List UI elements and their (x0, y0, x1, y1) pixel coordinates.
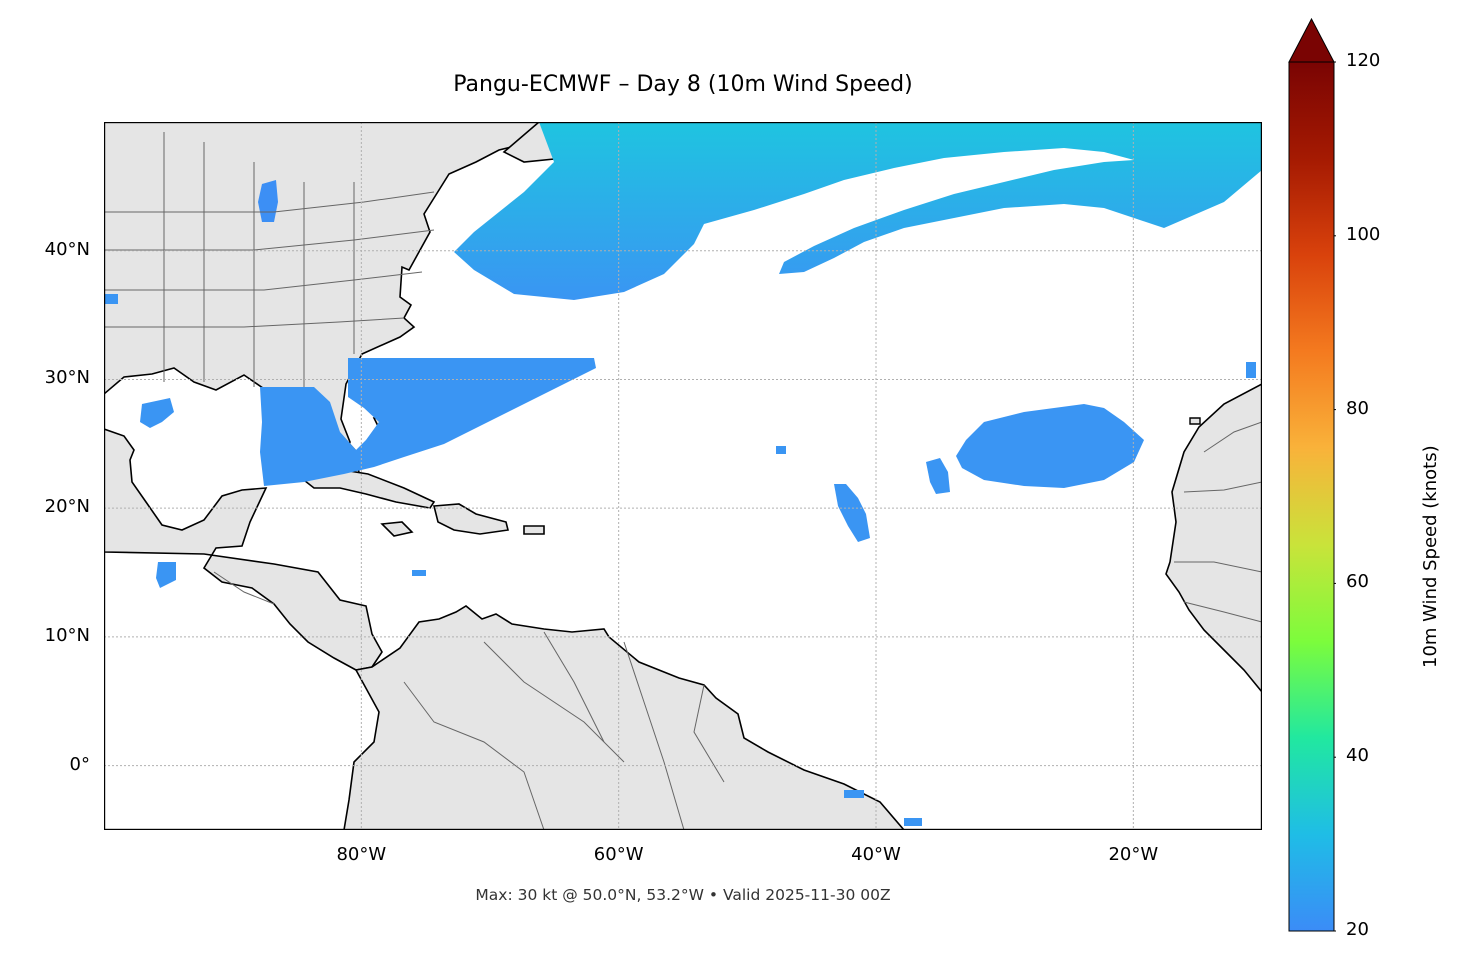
colorbar-tick-label: 60 (1346, 571, 1369, 593)
wind-region-florida-gulf (260, 358, 596, 486)
wind-region-small-3 (1246, 362, 1256, 378)
political-borders (104, 132, 1262, 830)
wind-region-small-4 (412, 570, 426, 576)
wind-region-gulf-west (140, 398, 174, 428)
colorbar-tick-label: 120 (1346, 50, 1381, 71)
wind-region-central-atlantic-a (926, 458, 950, 494)
y-tick-label: 40°N (44, 238, 90, 260)
colorbar-tick-label: 100 (1346, 223, 1381, 245)
colorbar-axis-label: 10m Wind Speed (knots) (1420, 445, 1441, 668)
x-tick-label: 40°W (851, 844, 901, 865)
colorbar-extend-arrow (1288, 17, 1335, 63)
y-tick-label: 30°N (44, 367, 90, 389)
wind-region-small-5 (844, 790, 864, 798)
colorbar-tick-label: 80 (1346, 397, 1369, 419)
map-plot (104, 122, 1262, 830)
y-tick-label: 20°N (44, 496, 90, 518)
x-tick-label: 20°W (1108, 844, 1159, 865)
wind-region-northwest-atlantic (454, 122, 1262, 300)
y-tick-label: 0° (69, 753, 90, 775)
colorbar-tick-label: 20 (1346, 919, 1369, 940)
land-south-america (343, 605, 906, 830)
wind-region-small-1 (776, 446, 786, 454)
colorbar (1288, 17, 1336, 932)
colorbar-gradient (1288, 61, 1335, 932)
y-tick-label: 10°N (44, 624, 90, 646)
land-canary (1189, 417, 1201, 425)
gridlines (104, 122, 1262, 830)
map-title: Pangu-ECMWF – Day 8 (10m Wind Speed) (453, 72, 913, 97)
x-tick-label: 60°W (593, 844, 644, 865)
land-jamaica (380, 521, 414, 537)
colorbar-tick-label: 40 (1346, 745, 1369, 767)
land-puerto-rico (523, 525, 545, 535)
map-frame (104, 122, 1262, 830)
wind-region-azores-south (956, 404, 1144, 488)
wind-speed-field (104, 122, 1262, 826)
wind-region-gulf-of-tehuantepec (156, 562, 176, 588)
wind-region-small-2 (104, 294, 118, 304)
land-mexico-central-america (104, 428, 383, 671)
wind-region-small-6 (904, 818, 922, 826)
x-tick-label: 80°W (336, 844, 387, 865)
wind-region-central-atlantic-b (834, 484, 870, 542)
land-hispaniola (432, 503, 509, 535)
land-africa (1165, 383, 1262, 694)
footer-caption: Max: 30 kt @ 50.0°N, 53.2°W • Valid 2025… (475, 886, 891, 904)
colorbar-ticks (1334, 61, 1336, 932)
